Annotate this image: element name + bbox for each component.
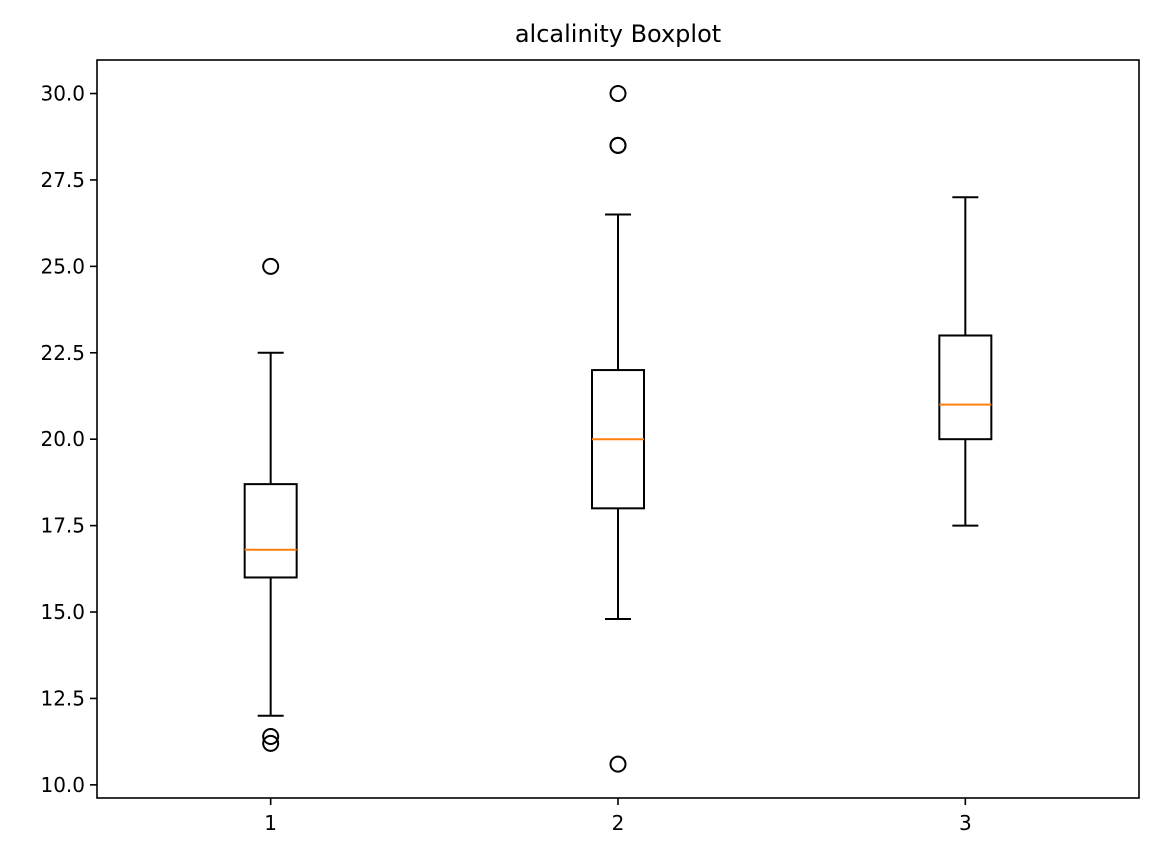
outlier-point [262, 734, 280, 752]
x-tick-label: 3 [959, 811, 972, 835]
x-axis: 1 2 3 [264, 798, 972, 835]
iqr-box [243, 483, 298, 579]
outlier-point [609, 136, 627, 154]
x-tick-label: 2 [612, 811, 625, 835]
y-tick-label: 12.5 [40, 686, 85, 710]
y-tick-label: 22.5 [40, 341, 85, 365]
outlier-point [609, 85, 627, 103]
y-tick-label: 27.5 [40, 168, 85, 192]
outlier-point [262, 727, 280, 745]
box-group-1 [243, 257, 298, 752]
iqr-box [938, 334, 993, 441]
y-tick-label: 10.0 [40, 773, 85, 797]
y-tick-label: 25.0 [40, 254, 85, 278]
y-tick-label: 20.0 [40, 427, 85, 451]
y-axis: 10.0 12.5 15.0 17.5 20.0 22.5 25.0 27.5 30.0 [40, 82, 97, 797]
y-tick-label: 15.0 [40, 600, 85, 624]
x-tick-label: 1 [264, 811, 277, 835]
plot-area-frame [96, 59, 1140, 799]
outlier-point [262, 257, 280, 275]
chart-title: alcalinity Boxplot [515, 20, 721, 48]
y-tick-label: 17.5 [40, 514, 85, 538]
boxes [243, 85, 993, 773]
outlier-point [609, 755, 627, 773]
y-tick-label: 30.0 [40, 82, 85, 106]
box-group-2 [591, 85, 645, 773]
box-group-3 [938, 196, 993, 527]
